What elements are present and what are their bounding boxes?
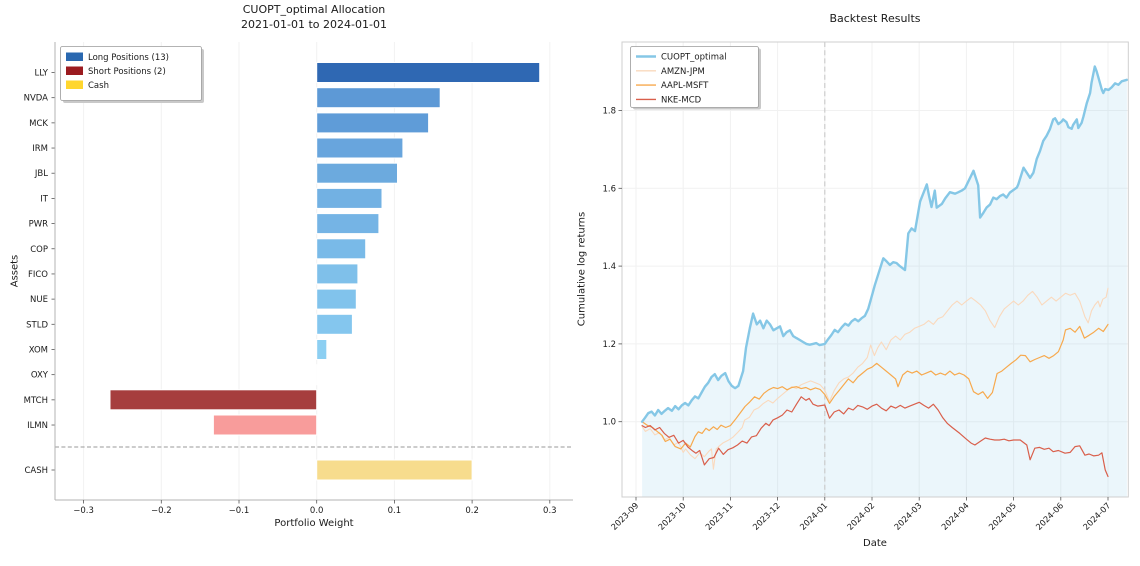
bar-NUE xyxy=(316,288,357,310)
xtick-label: 0.2 xyxy=(465,506,479,516)
bar-LLY xyxy=(316,62,541,83)
xtick-label: −0.3 xyxy=(73,506,94,516)
ytick-label: 1.2 xyxy=(602,340,616,350)
series-line-CUOPT_optimal xyxy=(640,65,1129,423)
bar-NVDA xyxy=(316,87,441,109)
legend-box xyxy=(60,46,202,101)
ytick-label-JBL: JBL xyxy=(34,169,48,179)
xtick-date-label: 2024-02 xyxy=(845,500,877,532)
series-line-NKE-MCD xyxy=(641,396,1109,478)
bar-PWR xyxy=(316,213,380,235)
bar-IT xyxy=(316,187,383,209)
xtick-date-label: 2023-09 xyxy=(609,500,641,532)
ytick-label-PWR: PWR xyxy=(29,220,49,230)
series-line-AAPL-MSFT xyxy=(641,323,1109,450)
backtest-title: Backtest Results xyxy=(829,12,921,25)
legend-label-3: Cash xyxy=(88,81,109,91)
backtest-chart-title: Backtest Results xyxy=(622,12,1128,27)
xtick-label: −0.1 xyxy=(229,506,250,516)
ytick-label-MTCH: MTCH xyxy=(24,396,48,406)
allocation-title-line1: CUOPT_optimal Allocation xyxy=(242,3,386,16)
xtick-date-label: 2023-11 xyxy=(703,500,735,532)
ytick-label-MCK: MCK xyxy=(29,119,48,129)
legend-swatch-3 xyxy=(66,80,83,89)
bar-XOM xyxy=(316,339,328,360)
ytick-label-LLY: LLY xyxy=(34,69,48,79)
ytick-label: 1.0 xyxy=(602,418,616,428)
xtick-date-label: 2024-01 xyxy=(798,500,830,532)
legend-label-CUOPT_optimal: CUOPT_optimal xyxy=(661,53,727,63)
xtick-label: 0.0 xyxy=(310,506,324,516)
ytick-label-NVDA: NVDA xyxy=(24,94,49,104)
bar-ILMN xyxy=(212,414,318,436)
bar-OXY xyxy=(316,364,319,386)
bar-COP xyxy=(316,238,367,260)
xtick-label: −0.2 xyxy=(151,506,172,516)
xtick-date-label: 2024-05 xyxy=(986,500,1018,532)
bar-MCK xyxy=(316,112,430,134)
ytick-label-NUE: NUE xyxy=(30,295,48,305)
xtick-date-label: 2024-03 xyxy=(892,500,924,532)
ytick-label-OXY: OXY xyxy=(31,371,49,381)
xtick-date-label: 2024-06 xyxy=(1034,500,1066,532)
allocation-title-line2: 2021-01-01 to 2024-01-01 xyxy=(241,17,387,31)
allocation-xlabel: Portfolio Weight xyxy=(274,518,354,529)
xtick-date-label: 2024-07 xyxy=(1081,500,1113,532)
ytick-label-IT: IT xyxy=(40,194,49,204)
allocation-chart-title: CUOPT_optimal Allocation 2021-01-01 to 2… xyxy=(55,3,573,32)
legend-label-AAPL-MSFT: AAPL-MSFT xyxy=(661,81,709,91)
ytick-label: 1.4 xyxy=(602,262,616,272)
legend-label-1: Long Positions (13) xyxy=(88,53,169,63)
bar-IRM xyxy=(316,137,404,159)
bar-MTCH xyxy=(109,389,318,411)
bar-JBL xyxy=(316,162,399,184)
xtick-label: 0.3 xyxy=(543,506,557,516)
bar-FICO xyxy=(316,263,359,285)
ytick-label: 1.6 xyxy=(602,184,616,194)
backtest-plot: 1.0 1.2 1.4 1.6 1.8 2023-09 2023-10 2023-11 2023… xyxy=(602,41,1129,532)
legend-swatch-1 xyxy=(66,52,83,61)
axes-frame xyxy=(621,41,1129,498)
legend-label-2: Short Positions (2) xyxy=(88,67,166,77)
xtick-date-label: 2023-10 xyxy=(656,500,688,532)
ytick-label-STLD: STLD xyxy=(26,320,48,330)
ytick-label-IRM: IRM xyxy=(32,144,48,154)
xtick-label: 0.1 xyxy=(388,506,402,516)
ytick-label-ILMN: ILMN xyxy=(27,421,48,431)
legend-box xyxy=(630,46,759,108)
bar-STLD xyxy=(316,313,353,335)
ytick-label-FICO: FICO xyxy=(28,270,48,280)
ytick-label-XOM: XOM xyxy=(29,345,48,355)
backtest-xlabel: Date xyxy=(863,538,887,549)
ytick-label: 1.8 xyxy=(602,107,616,117)
allocation-plot: LLY NVDA MCK IRM JBL IT PWR COP FICO NUE STLD XOM OX… xyxy=(24,42,573,516)
cuopt-area-fill xyxy=(642,66,1127,497)
xtick-date-label: 2024-04 xyxy=(939,500,971,532)
legend-label-NKE-MCD: NKE-MCD xyxy=(661,95,702,105)
ytick-label-CASH: CASH xyxy=(24,466,48,476)
legend-label-AMZN-JPM: AMZN-JPM xyxy=(661,67,705,77)
legend-swatch-2 xyxy=(66,66,83,75)
ytick-label-COP: COP xyxy=(30,245,48,255)
xtick-date-label: 2023-12 xyxy=(750,500,782,532)
bar-CASH xyxy=(316,459,473,481)
